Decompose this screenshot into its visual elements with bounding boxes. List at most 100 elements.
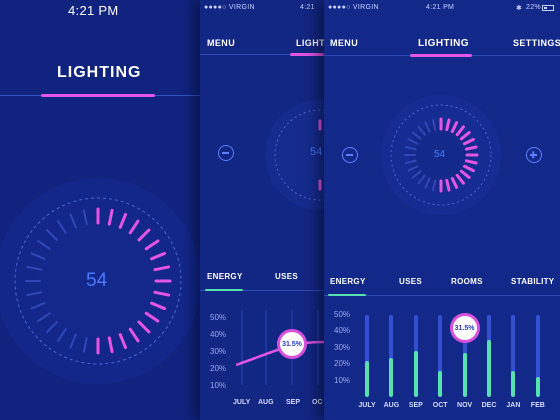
- dial-tick-active: [144, 239, 160, 251]
- dial-tick-active: [455, 173, 465, 185]
- dial-tick: [417, 125, 426, 136]
- plus-icon[interactable]: [526, 147, 542, 163]
- tab-rooms[interactable]: ROOMS: [451, 277, 483, 286]
- tab-energy[interactable]: ENERGY: [330, 277, 366, 286]
- tab-energy[interactable]: ENERGY: [207, 272, 243, 281]
- dial-ticks: [404, 117, 479, 193]
- dial-tick-active: [107, 336, 114, 354]
- menu-button[interactable]: MENU: [207, 38, 236, 48]
- dial-tick: [37, 312, 51, 323]
- tab-lighting[interactable]: LIGHTING: [296, 38, 324, 48]
- lighting-dial[interactable]: [0, 170, 200, 400]
- x-tick: JULY: [358, 402, 376, 409]
- dial-tick-active: [450, 121, 459, 134]
- y-tick: 10%: [210, 381, 227, 390]
- dial-tick-active: [464, 159, 478, 165]
- dial-dashed-ring: [274, 109, 324, 201]
- dial-dashed-ring: [14, 197, 182, 365]
- dial-tick: [411, 131, 422, 140]
- tab-uses[interactable]: USES: [399, 277, 422, 286]
- lighting-underline: [290, 53, 324, 56]
- y-tick: 50%: [210, 313, 227, 322]
- tab-lighting[interactable]: LIGHTING: [418, 38, 469, 49]
- dial-tick-active: [464, 145, 478, 151]
- bar-track[interactable]: [462, 315, 467, 397]
- title-underline: [41, 94, 155, 97]
- dial-tick-active: [462, 137, 475, 146]
- x-tick: SEP: [286, 399, 301, 406]
- value-bubble[interactable]: 31.5%: [449, 313, 480, 343]
- y-tick: 30%: [210, 347, 227, 356]
- tab-stability[interactable]: STABILITY: [511, 277, 555, 286]
- value-bubble[interactable]: 31.5%: [277, 329, 307, 359]
- status-time: 4:21 PM: [426, 4, 455, 11]
- dial-tick-active: [445, 118, 451, 132]
- y-tick: 10%: [334, 375, 351, 385]
- x-tick: OC: [312, 399, 323, 406]
- lighting-underline: [410, 54, 472, 57]
- tab-uses[interactable]: USES: [275, 272, 298, 281]
- tabs-divider: [324, 295, 560, 296]
- x-tick: FEB: [530, 402, 545, 409]
- status-time: 4:21 PM: [68, 3, 119, 18]
- dial-tick: [424, 121, 431, 133]
- minus-icon[interactable]: [218, 145, 234, 161]
- dial-tick: [431, 118, 437, 131]
- dial-tick-active: [128, 219, 140, 235]
- bar-track[interactable]: [365, 315, 369, 397]
- menu-button[interactable]: MENU: [330, 38, 359, 48]
- x-tick: JAN: [506, 402, 521, 409]
- lighting-screen-back: 4:21 PM LIGHTING 54: [0, 0, 200, 420]
- lighting-dial[interactable]: [250, 100, 324, 210]
- bar-track[interactable]: [438, 315, 443, 397]
- dial-tick-active: [153, 265, 171, 272]
- dial-tick: [69, 333, 77, 349]
- bar-nov: [462, 352, 467, 397]
- bar-track[interactable]: [389, 315, 394, 397]
- dial-tick: [404, 145, 417, 151]
- dial-tick-active: [455, 125, 465, 137]
- dial-tick-active: [144, 311, 160, 323]
- dial-tick: [82, 336, 88, 353]
- header-divider: [200, 54, 324, 55]
- carrier-label: ●●●●○ VIRGIN: [328, 4, 379, 11]
- dial-tick: [69, 213, 77, 229]
- x-tick: AUG: [383, 402, 400, 409]
- dial-tick: [431, 179, 437, 192]
- bar-track[interactable]: [487, 315, 491, 397]
- dial-tick: [46, 229, 58, 241]
- x-tick: AUG: [258, 399, 274, 406]
- status-time: 4:21: [300, 4, 315, 11]
- dial-tick-active: [137, 320, 151, 334]
- dial-tick-active: [450, 176, 459, 189]
- bar-jan: [511, 370, 516, 397]
- dial-tick: [424, 177, 431, 189]
- bar-track[interactable]: [413, 315, 418, 397]
- bar-track[interactable]: [535, 315, 540, 397]
- x-tick: OCT: [432, 402, 448, 409]
- dial-ticks: [318, 119, 322, 191]
- tabs-divider: [200, 290, 324, 291]
- dial-value: 54: [434, 149, 446, 160]
- minus-icon[interactable]: [342, 147, 358, 163]
- dial-tick: [37, 239, 51, 250]
- bar-aug: [389, 357, 394, 397]
- y-tick: 40%: [334, 326, 351, 336]
- x-tick: NOV: [457, 402, 473, 409]
- settings-button[interactable]: SETTINGS: [513, 38, 560, 48]
- bluetooth-icon: ✱: [516, 5, 523, 12]
- dial-tick-active: [128, 327, 140, 343]
- dial-outer-ring: [265, 100, 324, 210]
- lighting-dial[interactable]: [374, 95, 508, 219]
- dial-tick: [407, 138, 419, 145]
- dial-tick: [30, 252, 46, 260]
- bar-track[interactable]: [511, 315, 516, 397]
- dial-tick-active: [118, 333, 128, 350]
- lighting-screen-front: ●●●●○ VIRGIN 4:21 PM ✱ 22% MENU LIGHTING…: [324, 0, 560, 420]
- dial-tick-active: [459, 131, 471, 141]
- dial-tick: [417, 174, 426, 185]
- bar-july: [365, 360, 369, 397]
- dial-tick: [26, 265, 43, 271]
- dial-tick: [56, 220, 67, 234]
- bar-oct: [438, 370, 443, 397]
